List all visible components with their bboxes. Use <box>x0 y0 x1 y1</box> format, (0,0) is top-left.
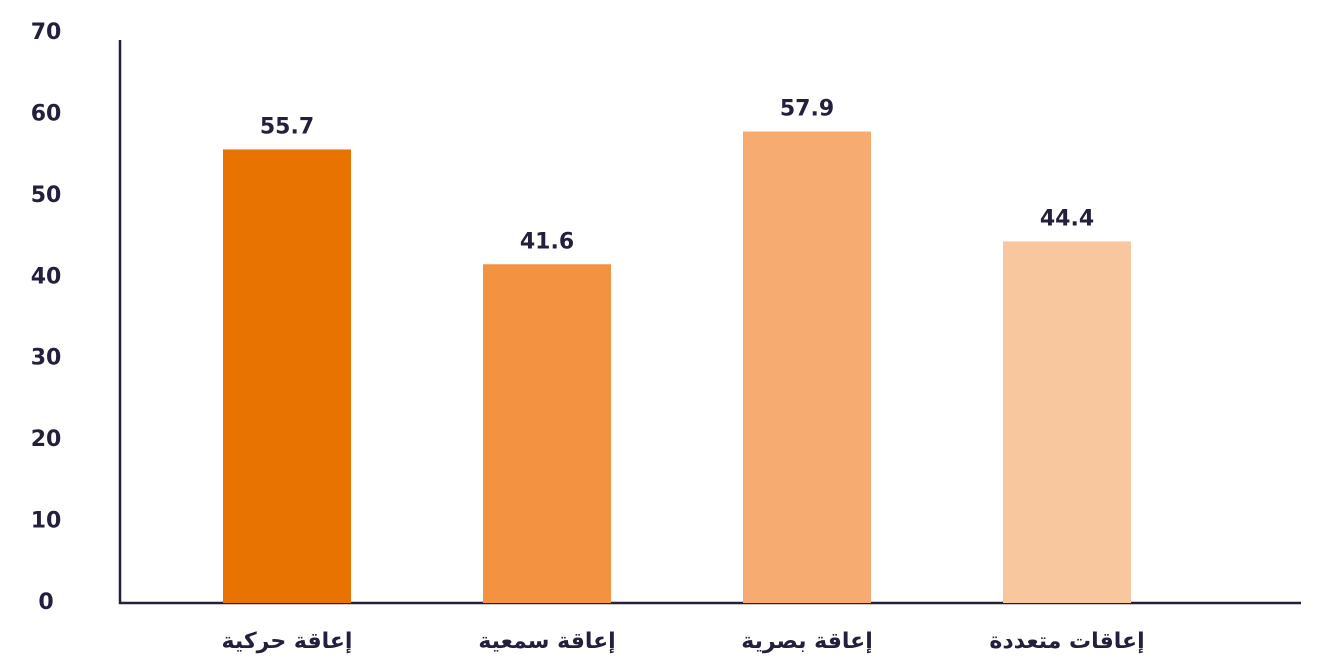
y-tick-label: 70 <box>31 20 62 45</box>
y-tick-label: 50 <box>31 183 62 208</box>
y-tick-label: 20 <box>31 427 62 452</box>
bar <box>743 131 871 603</box>
x-tick-label: إعاقات متعددة <box>989 629 1144 654</box>
value-label: 44.4 <box>1040 206 1094 231</box>
value-label: 41.6 <box>520 229 574 254</box>
y-tick-label: 0 <box>38 590 53 615</box>
bar <box>1003 241 1131 603</box>
value-label: 57.9 <box>780 97 834 122</box>
y-tick-label: 40 <box>31 264 62 289</box>
bar <box>483 264 611 603</box>
y-tick-label: 30 <box>31 346 62 371</box>
x-tick-label: إعاقة حركية <box>222 629 353 654</box>
value-label: 55.7 <box>260 114 314 139</box>
x-tick-label: إعاقة سمعية <box>478 629 615 654</box>
x-tick-label: إعاقة بصرية <box>741 629 872 654</box>
y-tick-label: 10 <box>31 509 62 534</box>
bar <box>223 149 351 603</box>
y-tick-label: 60 <box>31 101 62 126</box>
